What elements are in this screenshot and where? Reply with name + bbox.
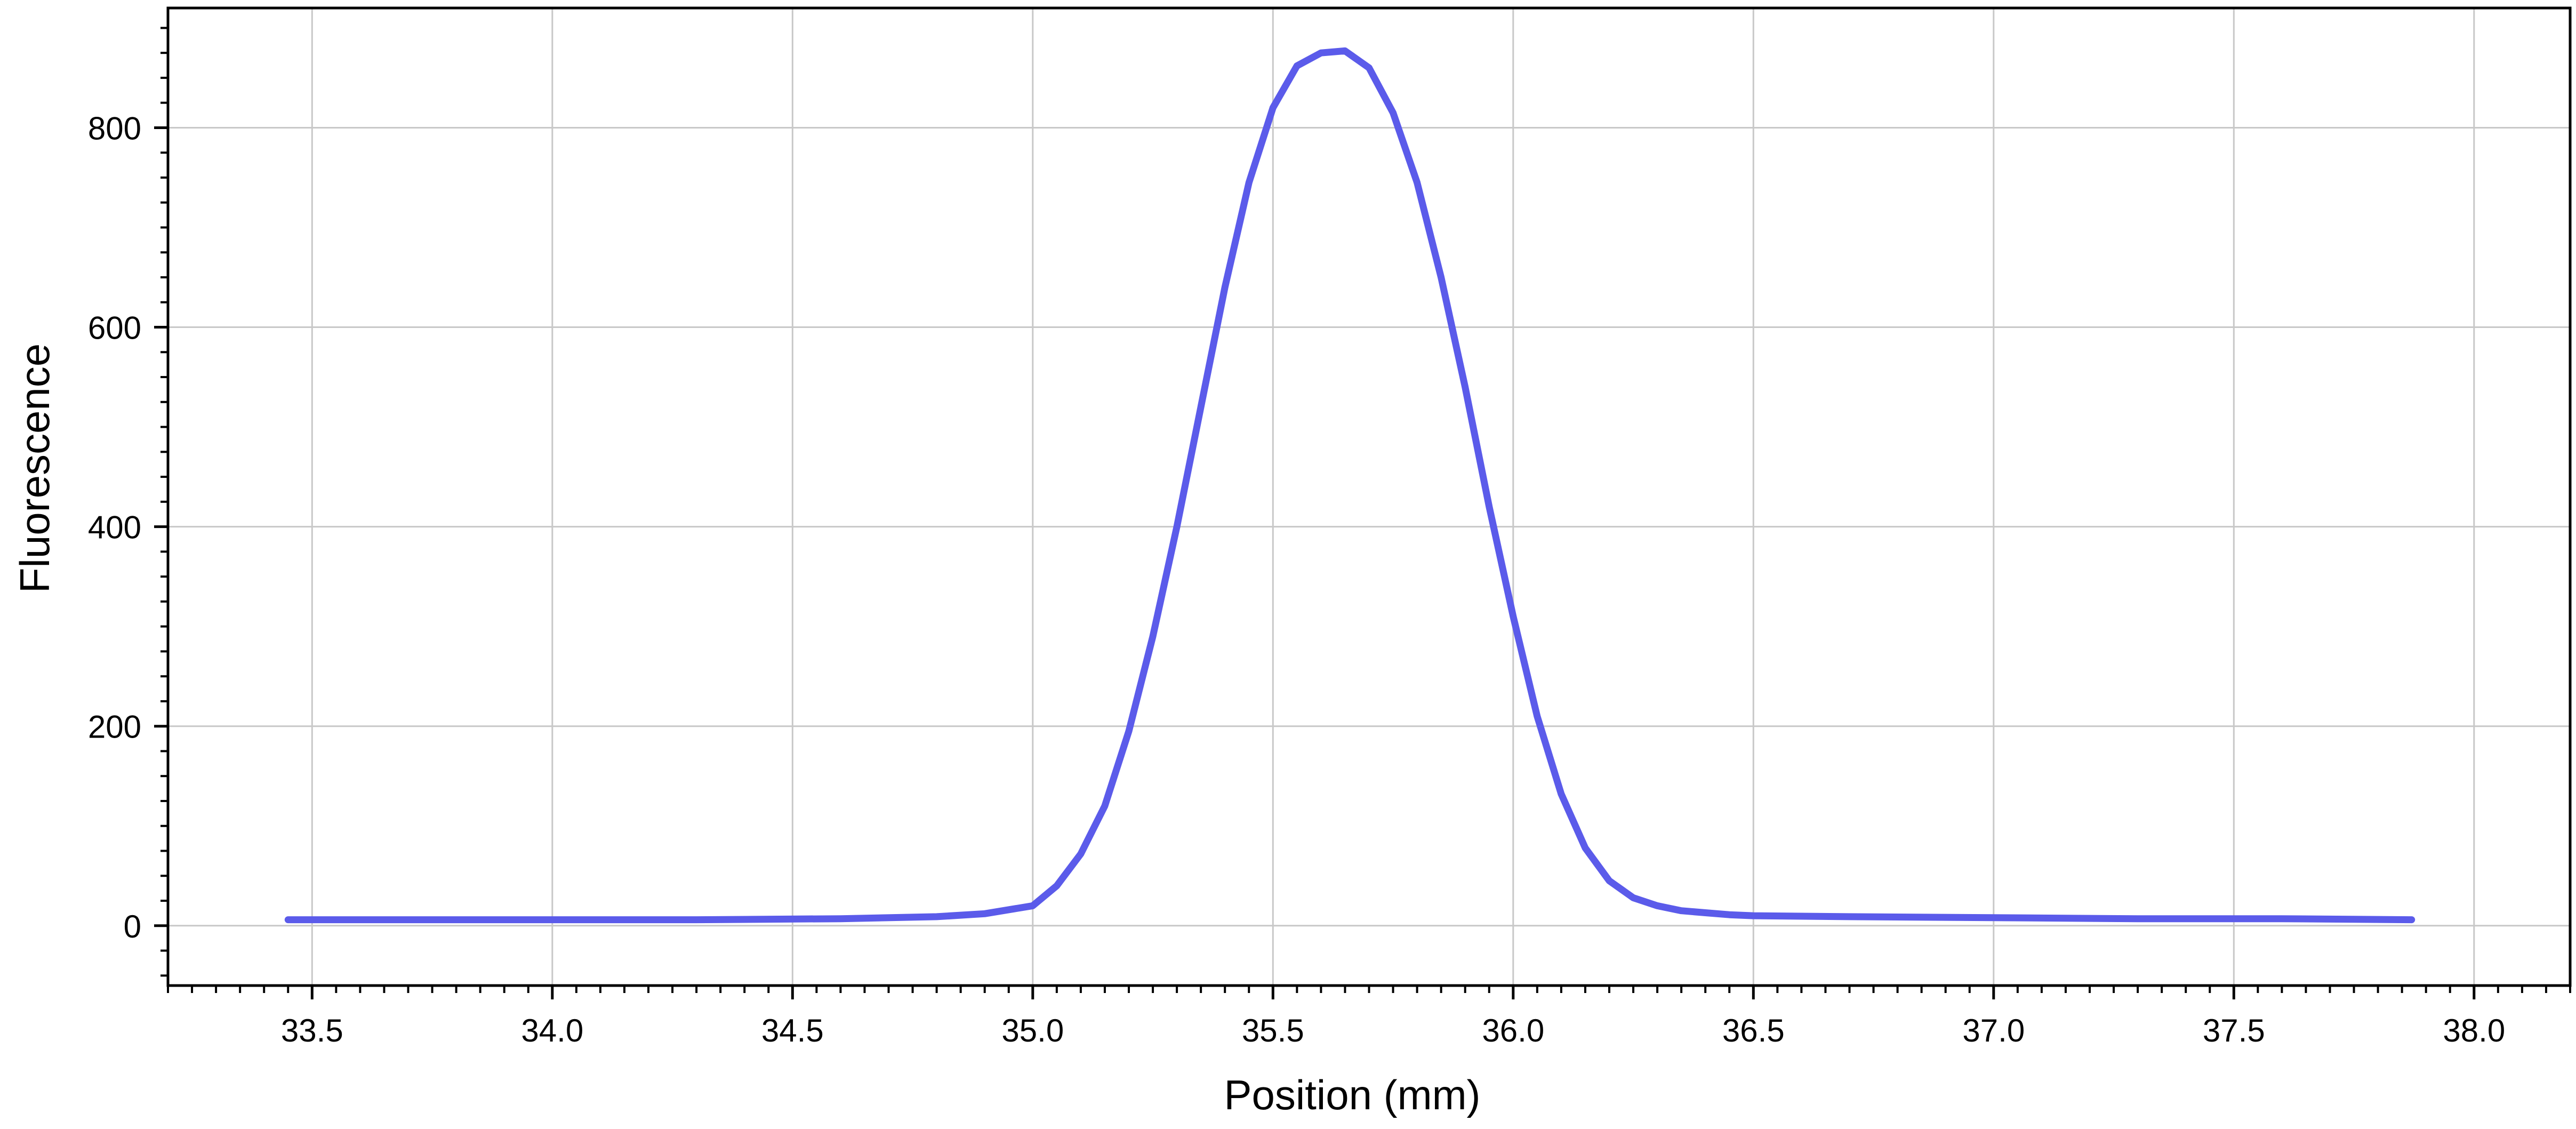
x-axis-label: Position (mm): [1224, 1071, 1480, 1118]
series-line: [284, 47, 2415, 924]
y-tick-label: 200: [88, 709, 141, 745]
grid-lines: [168, 8, 2570, 986]
y-tick-label: 0: [124, 909, 141, 944]
y-tick-label: 800: [88, 110, 141, 146]
x-tick-label: 33.5: [281, 1013, 343, 1048]
axis-labels: Position (mm) Fluorescence: [11, 343, 1481, 1118]
x-tick-label: 38.0: [2443, 1013, 2505, 1048]
x-tick-label: 34.0: [521, 1013, 583, 1048]
y-tick-label: 400: [88, 510, 141, 546]
x-tick-label: 35.5: [1242, 1013, 1304, 1048]
x-tick-label: 36.0: [1482, 1013, 1544, 1048]
y-tick-label: 600: [88, 310, 141, 346]
x-tick-label: 36.5: [1722, 1013, 1785, 1048]
x-tick-label: 37.0: [1962, 1013, 2025, 1048]
x-tick-label: 37.5: [2203, 1013, 2265, 1048]
x-tick-label: 34.5: [761, 1013, 824, 1048]
axes: 33.5 34.0 34.5 35.0 35.5 36.0 36.5 37.0 37.5 38.0…: [88, 6, 2572, 1048]
x-tick-label: 35.0: [1001, 1013, 1064, 1048]
series-layer: [284, 47, 2415, 924]
y-axis-label: Fluorescence: [11, 343, 58, 593]
plot-frame: [166, 6, 2572, 987]
